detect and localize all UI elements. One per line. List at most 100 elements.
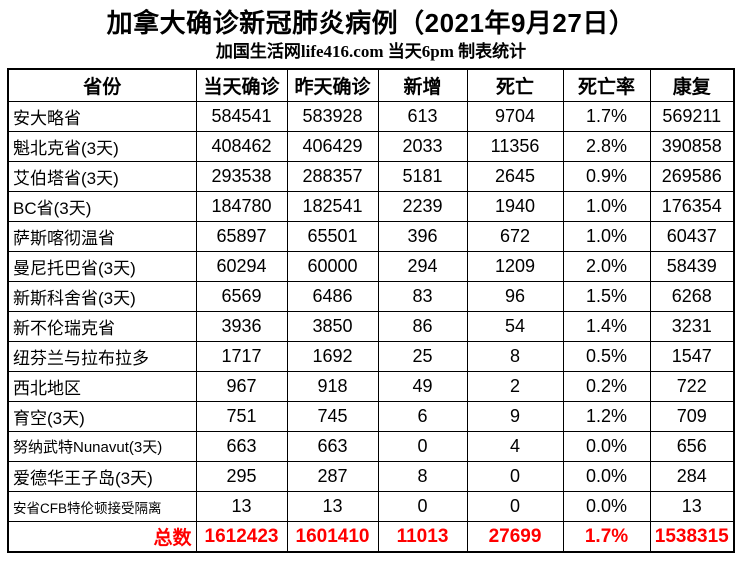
recovered-cell: 58439 — [649, 251, 735, 282]
deaths-cell: 9704 — [466, 101, 564, 132]
deaths-cell: 0 — [466, 491, 564, 522]
added-cell: 25 — [377, 341, 468, 372]
deaths-cell: 4 — [466, 431, 564, 462]
yesterday-cell: 663 — [286, 431, 379, 462]
today-cell: 295 — [195, 461, 288, 492]
page-title: 加拿大确诊新冠肺炎病例（2021年9月27日） — [106, 8, 636, 38]
today-cell: 584541 — [195, 101, 288, 132]
province-cell: 育空(3天) — [7, 401, 197, 432]
table-row: 安省CFB特伦顿接受隔离 13 13 0 0 0.0% 13 — [7, 491, 735, 522]
today-cell: 65897 — [195, 221, 288, 252]
death-rate-cell: 0.0% — [562, 431, 651, 462]
table-row: 安大略省 584541 583928 613 9704 1.7% 569211 — [7, 101, 735, 132]
province-cell: 爱德华王子岛(3天) — [7, 461, 197, 492]
recovered-cell: 1538315 — [649, 521, 735, 553]
deaths-cell: 1940 — [466, 191, 564, 222]
table-row: 努纳武特Nunavut(3天) 663 663 0 4 0.0% 656 — [7, 431, 735, 462]
table-row: 魁北克省(3天) 408462 406429 2033 11356 2.8% 390858 — [7, 131, 735, 162]
province-cell: 曼尼托巴省(3天) — [7, 251, 197, 282]
today-cell: 6569 — [195, 281, 288, 312]
recovered-cell: 709 — [649, 401, 735, 432]
yesterday-cell: 288357 — [286, 161, 379, 192]
recovered-cell: 1547 — [649, 341, 735, 372]
added-cell: 396 — [377, 221, 468, 252]
death-rate-cell: 1.2% — [562, 401, 651, 432]
header-cell-death-rate: 死亡率 — [562, 68, 651, 102]
death-rate-cell: 1.4% — [562, 311, 651, 342]
death-rate-cell: 0.2% — [562, 371, 651, 402]
yesterday-cell: 745 — [286, 401, 379, 432]
deaths-cell: 2 — [466, 371, 564, 402]
deaths-cell: 8 — [466, 341, 564, 372]
recovered-cell: 269586 — [649, 161, 735, 192]
today-cell: 293538 — [195, 161, 288, 192]
today-cell: 60294 — [195, 251, 288, 282]
deaths-cell: 96 — [466, 281, 564, 312]
added-cell: 49 — [377, 371, 468, 402]
header-cell-deaths: 死亡 — [466, 68, 564, 102]
death-rate-cell: 1.0% — [562, 191, 651, 222]
table-row: 艾伯塔省(3天) 293538 288357 5181 2645 0.9% 269586 — [7, 161, 735, 192]
death-rate-cell: 1.7% — [562, 101, 651, 132]
added-cell: 294 — [377, 251, 468, 282]
yesterday-cell: 182541 — [286, 191, 379, 222]
deaths-cell: 9 — [466, 401, 564, 432]
death-rate-cell: 1.0% — [562, 221, 651, 252]
yesterday-cell: 6486 — [286, 281, 379, 312]
today-cell: 967 — [195, 371, 288, 402]
added-cell: 2033 — [377, 131, 468, 162]
header-cell-added: 新增 — [377, 68, 468, 102]
table-row: 新斯科舍省(3天) 6569 6486 83 96 1.5% 6268 — [7, 281, 735, 312]
deaths-cell: 27699 — [466, 521, 564, 553]
province-cell: 新不伦瑞克省 — [7, 311, 197, 342]
province-cell: 纽芬兰与拉布拉多 — [7, 341, 197, 372]
today-cell: 1612423 — [195, 521, 288, 553]
deaths-cell: 11356 — [466, 131, 564, 162]
table-header: 省份 当天确诊 昨天确诊 新增 死亡 死亡率 康复 — [7, 68, 735, 102]
header-cell-yesterday: 昨天确诊 — [286, 68, 379, 102]
recovered-cell: 569211 — [649, 101, 735, 132]
table-row: 西北地区 967 918 49 2 0.2% 722 — [7, 371, 735, 402]
deaths-cell: 1209 — [466, 251, 564, 282]
yesterday-cell: 918 — [286, 371, 379, 402]
yesterday-cell: 60000 — [286, 251, 379, 282]
yesterday-cell: 1601410 — [286, 521, 379, 553]
added-cell: 6 — [377, 401, 468, 432]
yesterday-cell: 1692 — [286, 341, 379, 372]
added-cell: 0 — [377, 491, 468, 522]
deaths-cell: 0 — [466, 461, 564, 492]
today-cell: 751 — [195, 401, 288, 432]
province-cell: 新斯科舍省(3天) — [7, 281, 197, 312]
page-subtitle: 加国生活网life416.com 当天6pm 制表统计 — [215, 42, 527, 61]
total-row: 总数 1612423 1601410 11013 27699 1.7% 1538315 — [7, 521, 735, 553]
header-cell-today: 当天确诊 — [195, 68, 288, 102]
yesterday-cell: 583928 — [286, 101, 379, 132]
recovered-cell: 60437 — [649, 221, 735, 252]
added-cell: 2239 — [377, 191, 468, 222]
death-rate-cell: 0.0% — [562, 461, 651, 492]
yesterday-cell: 406429 — [286, 131, 379, 162]
added-cell: 86 — [377, 311, 468, 342]
recovered-cell: 284 — [649, 461, 735, 492]
table-row: 萨斯喀彻温省 65897 65501 396 672 1.0% 60437 — [7, 221, 735, 252]
added-cell: 11013 — [377, 521, 468, 553]
death-rate-cell: 2.8% — [562, 131, 651, 162]
recovered-cell: 390858 — [649, 131, 735, 162]
province-cell: 努纳武特Nunavut(3天) — [7, 431, 197, 462]
table-row: 爱德华王子岛(3天) 295 287 8 0 0.0% 284 — [7, 461, 735, 492]
today-cell: 3936 — [195, 311, 288, 342]
death-rate-cell: 2.0% — [562, 251, 651, 282]
added-cell: 5181 — [377, 161, 468, 192]
added-cell: 613 — [377, 101, 468, 132]
header-cell-province: 省份 — [7, 68, 197, 102]
recovered-cell: 6268 — [649, 281, 735, 312]
recovered-cell: 722 — [649, 371, 735, 402]
today-cell: 663 — [195, 431, 288, 462]
today-cell: 13 — [195, 491, 288, 522]
added-cell: 0 — [377, 431, 468, 462]
deaths-cell: 2645 — [466, 161, 564, 192]
today-cell: 1717 — [195, 341, 288, 372]
header-cell-recovered: 康复 — [649, 68, 735, 102]
recovered-cell: 13 — [649, 491, 735, 522]
